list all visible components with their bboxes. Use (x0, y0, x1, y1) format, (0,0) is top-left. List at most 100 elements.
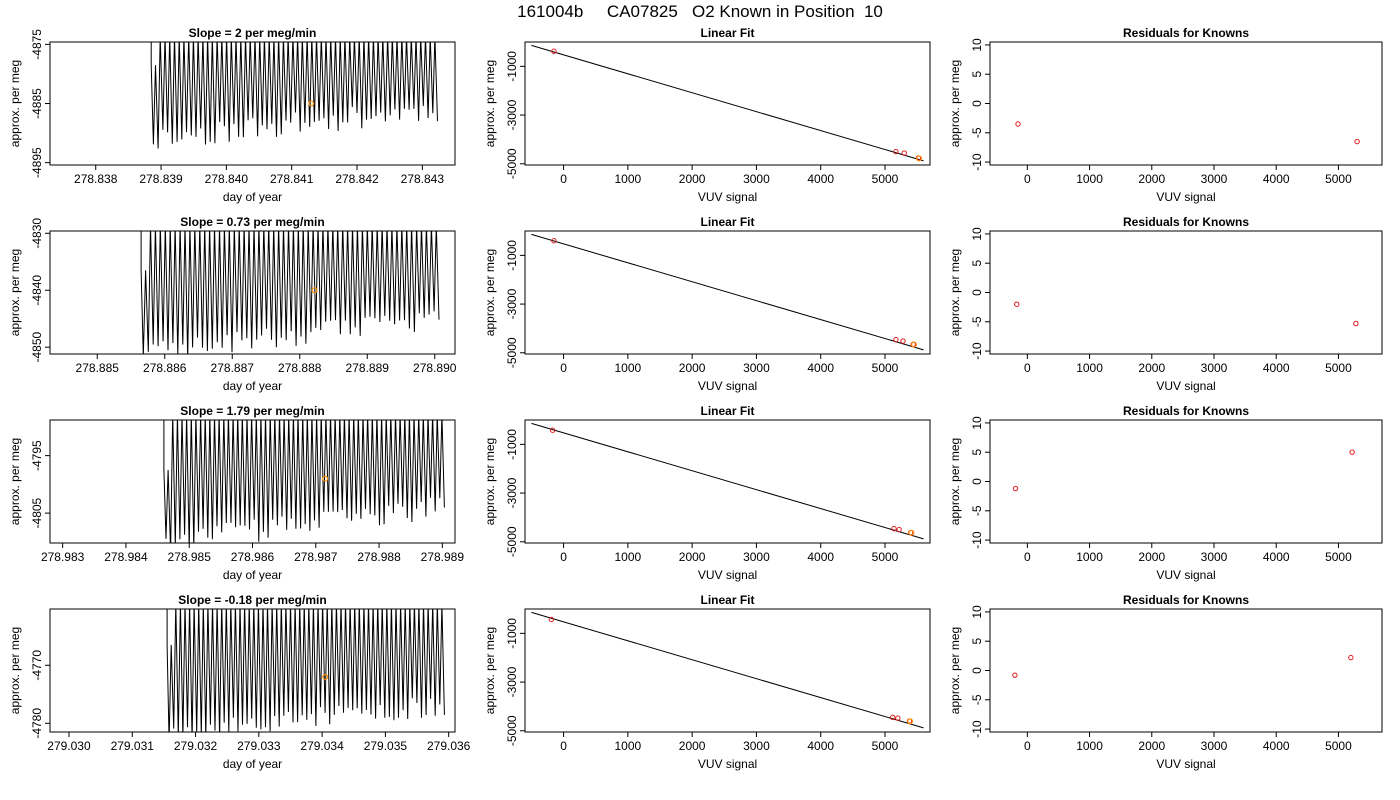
panel-title: Residuals for Knowns (1123, 215, 1249, 229)
x-axis-label: day of year (223, 379, 282, 393)
fit-line (531, 422, 924, 540)
panel-title: Linear Fit (700, 593, 754, 607)
y-tick-label: -5 (970, 694, 984, 705)
data-point (891, 525, 897, 532)
highlight-point (910, 341, 917, 348)
x-tick-label: 278.839 (139, 172, 183, 186)
y-tick-label: -1000 (505, 429, 519, 460)
plot-frame (989, 41, 1383, 166)
x-tick-label: 3000 (1201, 739, 1228, 753)
y-tick-label: -10 (970, 531, 984, 549)
y-axis-label: approx. per meg (948, 60, 962, 147)
x-tick-label: 5000 (1325, 361, 1352, 375)
y-tick-label: 10 (970, 38, 984, 52)
plot-frame (989, 230, 1383, 355)
signal-trace (150, 42, 438, 149)
highlight-point (907, 718, 914, 725)
y-tick-label: -10 (970, 720, 984, 738)
data-point (551, 238, 557, 244)
plot-frame (524, 608, 931, 733)
y-tick-label: 5 (970, 638, 984, 645)
x-tick-label: 5000 (1325, 550, 1352, 564)
panel-2-3: Residuals for Knowns 0 1000 2000 3000 4000 500… (948, 215, 1383, 393)
y-tick-label: -5000 (505, 526, 519, 557)
x-tick-label: 278.888 (278, 361, 322, 375)
plot-data (1012, 654, 1354, 678)
x-tick-label: 0 (560, 739, 567, 753)
plot-data (531, 44, 924, 162)
x-tick-label: 279.032 (174, 739, 218, 753)
x-axis-label: VUV signal (698, 379, 757, 393)
x-tick-label: 0 (1024, 739, 1031, 753)
y-tick-label: -1000 (505, 618, 519, 649)
y-axis-label: approx. per meg (483, 438, 497, 525)
y-tick-label: -4770 (30, 650, 44, 681)
plot-frame (49, 608, 456, 733)
y-tick-label: -3000 (505, 477, 519, 508)
panel-4-2: Linear Fit 0 1000 2000 3000 4000 5000 -1000 -300… (483, 593, 931, 771)
data-point (893, 148, 899, 155)
x-tick-label: 278.986 (231, 550, 275, 564)
signal-trace (163, 420, 445, 543)
data-point (1353, 320, 1359, 327)
plot-frame (989, 608, 1383, 733)
x-axis-label: VUV signal (1156, 379, 1215, 393)
data-point (1015, 121, 1021, 127)
panel-title: Residuals for Knowns (1123, 26, 1249, 40)
data-point (548, 616, 555, 623)
fit-line (531, 611, 924, 729)
data-point (1349, 449, 1355, 455)
x-axis-label: VUV signal (698, 568, 757, 582)
plot-data (150, 42, 438, 149)
y-tick-label: -3000 (505, 99, 519, 130)
x-tick-label: 2000 (1138, 361, 1165, 375)
x-tick-label: 0 (1024, 361, 1031, 375)
plot-data (531, 611, 924, 729)
panel-4-3: Residuals for Knowns 0 1000 2000 3000 4000 500… (948, 593, 1383, 771)
y-axis-label: approx. per meg (483, 60, 497, 147)
x-tick-label: 278.889 (346, 361, 390, 375)
plot-data (1014, 301, 1359, 327)
y-tick-label: -3000 (505, 666, 519, 697)
signal-trace (140, 231, 440, 354)
x-tick-label: 5000 (1325, 172, 1352, 186)
highlight-point (322, 475, 329, 482)
x-tick-label: 279.030 (47, 739, 91, 753)
x-tick-label: 4000 (807, 739, 834, 753)
x-tick-label: 2000 (1138, 739, 1165, 753)
panel-4-1: Slope = -0.18 per meg/min 279.030 279.031 2… (8, 593, 471, 771)
x-tick-label: 2000 (679, 550, 706, 564)
data-point (1012, 672, 1018, 678)
x-axis-label: VUV signal (698, 190, 757, 204)
x-tick-label: 5000 (872, 361, 899, 375)
panel-title: Residuals for Knowns (1123, 404, 1249, 418)
x-tick-label: 3000 (1201, 361, 1228, 375)
data-point (890, 714, 896, 721)
plot-frame (49, 230, 456, 355)
data-point (900, 338, 906, 344)
panel-3-3: Residuals for Knowns 0 1000 2000 3000 4000 500… (948, 404, 1383, 582)
x-tick-label: 3000 (743, 361, 770, 375)
x-tick-label: 4000 (1263, 739, 1290, 753)
highlight-point (322, 673, 329, 680)
x-tick-label: 279.036 (427, 739, 471, 753)
data-point (893, 336, 899, 343)
x-tick-label: 0 (1024, 550, 1031, 564)
x-tick-label: 4000 (1263, 550, 1290, 564)
x-tick-label: 1000 (1076, 172, 1103, 186)
x-tick-label: 279.033 (237, 739, 281, 753)
plot-data (531, 233, 924, 351)
x-tick-label: 2000 (679, 361, 706, 375)
x-tick-label: 5000 (872, 739, 899, 753)
y-tick-label: -4780 (30, 708, 44, 739)
panel-title: Slope = 0.73 per meg/min (180, 215, 324, 229)
x-tick-label: 0 (1024, 172, 1031, 186)
x-tick-label: 4000 (807, 550, 834, 564)
page-title: 161004b CA07825 O2 Known in Position 10 (517, 2, 883, 21)
y-axis-label: approx. per meg (948, 249, 962, 336)
panel-1-1: Slope = 2 per meg/min 278.838 278.839 278.8… (8, 26, 456, 204)
y-tick-label: 10 (970, 227, 984, 241)
fit-line (531, 233, 924, 351)
data-point (1012, 485, 1019, 492)
y-tick-label: 5 (970, 449, 984, 456)
